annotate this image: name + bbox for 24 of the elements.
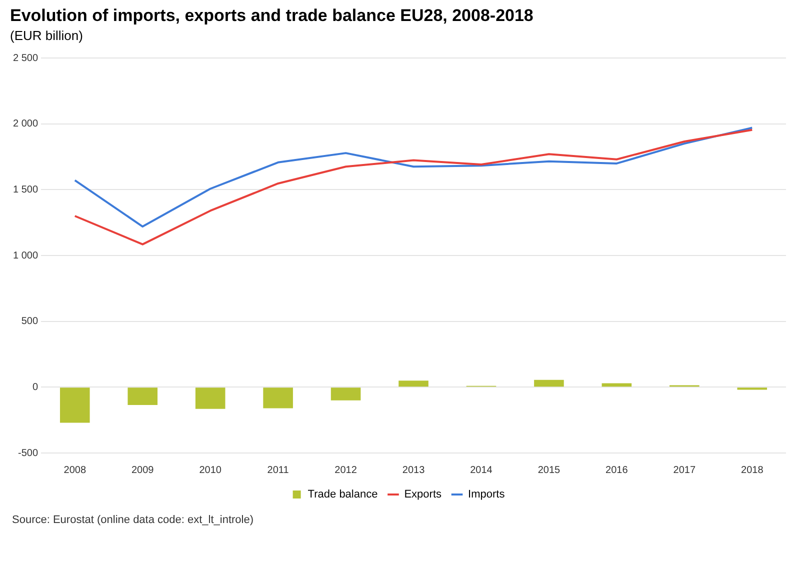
x-tick-label: 2012 [334,464,358,476]
y-tick-label: -500 [18,448,38,459]
y-tick-label: 1 500 [12,184,38,196]
x-tick-label: 2013 [402,464,426,476]
x-tick-label: 2011 [267,464,290,476]
source-note: Source: Eurostat (online data code: ext_lt_introle) [12,514,254,526]
x-tick-label: 2010 [199,464,222,476]
legend-label: Exports [404,488,442,501]
x-tick-label: 2014 [470,464,493,476]
legend-label: Trade balance [308,488,378,501]
chart-subtitle: (EUR billion) [10,28,83,43]
y-tick-label: 2 000 [12,118,38,130]
legend-label: Imports [468,488,506,501]
x-tick-label: 2009 [131,464,154,476]
y-tick-label: 0 [32,382,38,393]
x-tick-label: 2008 [64,464,86,476]
x-tick-label: 2016 [606,464,628,476]
y-tick-label: 2 500 [12,52,38,64]
y-tick-label: 500 [21,316,38,328]
y-tick-label: 1 000 [12,250,38,262]
x-tick-label: 2017 [673,464,696,476]
chart-title: Evolution of imports, exports and trade balance EU28, 2008-2018 [10,6,534,25]
x-tick-label: 2015 [538,464,561,476]
x-tick-label: 2018 [741,464,764,476]
